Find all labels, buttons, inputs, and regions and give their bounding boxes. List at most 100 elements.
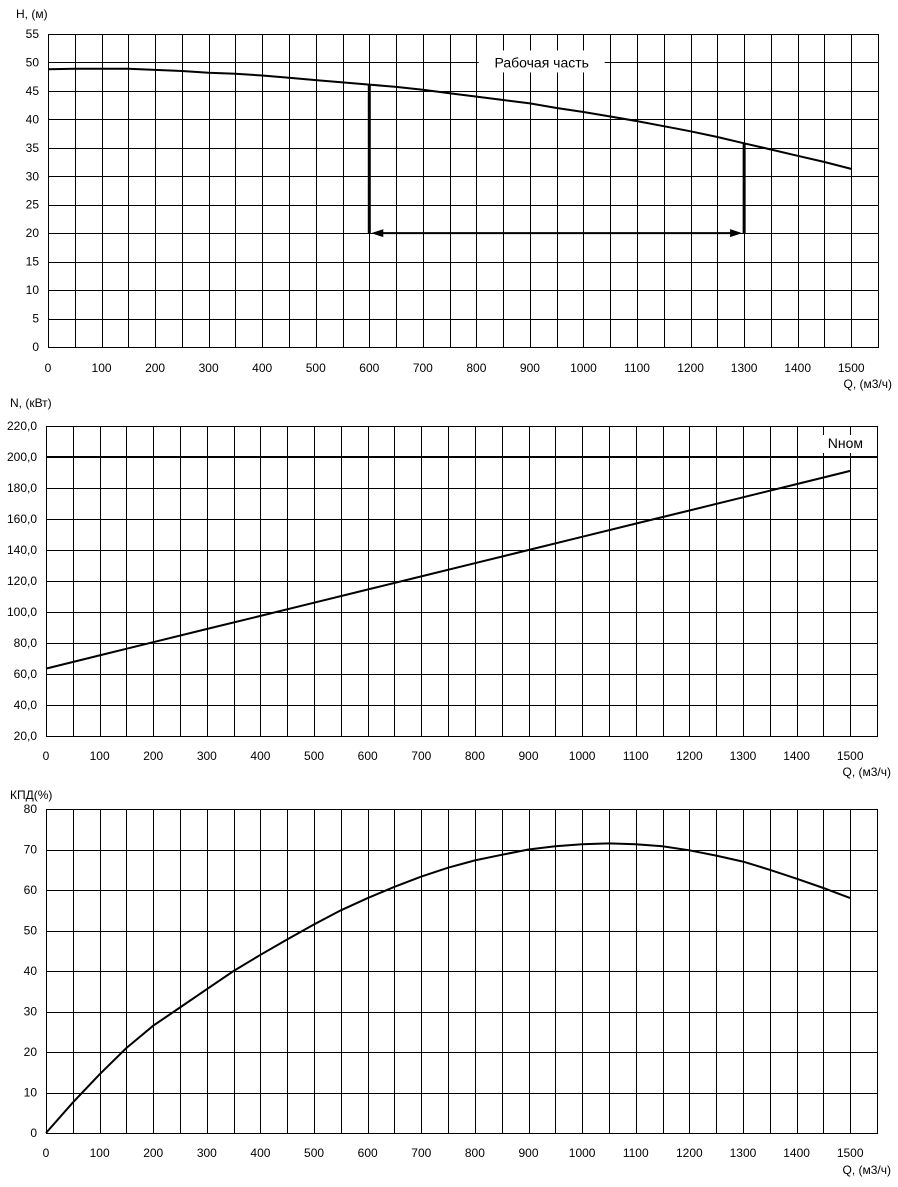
x-tick-label: 1100 xyxy=(624,361,650,375)
x-tick-label: 1500 xyxy=(837,1146,864,1160)
reference-label: Nном xyxy=(828,435,863,451)
x-tick-label: 0 xyxy=(43,1146,50,1160)
y-tick-label: 15 xyxy=(26,255,40,269)
reference-label-bg xyxy=(821,435,871,453)
y-tick-label: 40 xyxy=(26,112,40,126)
x-tick-label: 600 xyxy=(358,1146,378,1160)
x-tick-label: 1400 xyxy=(783,1146,810,1160)
range-arrow-head-left xyxy=(371,229,384,238)
y-tick-label: 50 xyxy=(24,924,38,938)
y-tick-label: 0 xyxy=(30,1126,37,1140)
y-tick-label: 0 xyxy=(32,340,39,354)
x-tick-label: 1200 xyxy=(676,749,703,763)
y-tick-label: 120,0 xyxy=(7,574,37,588)
x-tick-label: 800 xyxy=(465,749,485,763)
x-tick-label: 300 xyxy=(197,1146,217,1160)
x-tick-label: 100 xyxy=(90,749,110,763)
x-tick-label: 700 xyxy=(411,1146,431,1160)
y-tick-label: 80 xyxy=(24,802,38,816)
x-tick-label: 900 xyxy=(520,361,540,375)
y-tick-label: 70 xyxy=(24,843,38,857)
y-tick-label: 10 xyxy=(24,1086,38,1100)
x-tick-label: 300 xyxy=(197,749,217,763)
y-tick-label: 50 xyxy=(26,55,40,69)
x-tick-label: 1000 xyxy=(569,749,596,763)
x-axis-label: Q, (м3/ч) xyxy=(842,765,891,779)
plot-frame xyxy=(48,34,879,348)
x-tick-label: 1100 xyxy=(623,1146,649,1160)
y-tick-label: 60 xyxy=(24,883,38,897)
range-label: Рабочая часть xyxy=(494,54,589,70)
x-tick-label: 800 xyxy=(466,361,486,375)
range-arrow-head-right xyxy=(730,229,743,238)
x-tick-label: 1500 xyxy=(838,361,865,375)
x-tick-label: 1400 xyxy=(783,749,810,763)
x-tick-label: 300 xyxy=(199,361,219,375)
y-tick-label: 20 xyxy=(24,1045,38,1059)
y-tick-label: 25 xyxy=(26,198,40,212)
x-tick-label: 200 xyxy=(143,1146,163,1160)
chart-2: 20,0 40,0 60,0 80,0 100,0 120,0 140,0 160,0 180,… xyxy=(7,396,891,779)
chart-1: 0 5 10 15 20 25 30 35 40 45 50 55 0 100 200 300 400 500 60… xyxy=(16,7,892,391)
x-tick-label: 400 xyxy=(252,361,272,375)
x-tick-label: 500 xyxy=(306,361,326,375)
x-tick-label: 900 xyxy=(519,1146,539,1160)
y-tick-label: 5 xyxy=(32,312,39,326)
plot-frame xyxy=(46,809,878,1134)
y-tick-label: 45 xyxy=(26,84,40,98)
x-tick-label: 700 xyxy=(411,749,431,763)
y-axis-label: КПД(%) xyxy=(10,788,52,802)
plot-frame xyxy=(46,426,878,737)
y-tick-label: 40 xyxy=(24,964,38,978)
x-tick-label: 1200 xyxy=(676,1146,703,1160)
x-tick-label: 800 xyxy=(465,1146,485,1160)
x-tick-label: 1100 xyxy=(623,749,649,763)
y-tick-label: 140,0 xyxy=(7,543,37,557)
y-tick-label: 10 xyxy=(26,283,40,297)
y-tick-label: 180,0 xyxy=(7,481,37,495)
y-axis-label: N, (кВт) xyxy=(10,396,52,410)
x-tick-label: 1500 xyxy=(837,749,864,763)
y-tick-label: 30 xyxy=(24,1005,38,1019)
y-tick-label: 20 xyxy=(26,226,40,240)
x-tick-label: 400 xyxy=(250,749,270,763)
y-tick-label: 160,0 xyxy=(7,512,37,526)
y-tick-label: 20,0 xyxy=(14,729,38,743)
y-tick-label: 40,0 xyxy=(14,698,38,712)
y-tick-label: 80,0 xyxy=(14,636,38,650)
x-tick-label: 600 xyxy=(359,361,379,375)
x-tick-label: 1400 xyxy=(784,361,811,375)
x-tick-label: 200 xyxy=(143,749,163,763)
x-axis-label: Q, (м3/ч) xyxy=(842,1163,891,1177)
x-tick-label: 1300 xyxy=(730,749,757,763)
x-tick-label: 200 xyxy=(145,361,165,375)
x-tick-label: 1200 xyxy=(677,361,704,375)
y-tick-label: 30 xyxy=(26,169,40,183)
x-tick-label: 1300 xyxy=(731,361,758,375)
y-axis-label: H, (м) xyxy=(16,7,48,21)
y-tick-label: 35 xyxy=(26,141,40,155)
x-tick-label: 1300 xyxy=(730,1146,757,1160)
x-tick-label: 0 xyxy=(45,361,52,375)
x-tick-label: 700 xyxy=(413,361,433,375)
y-tick-label: 220,0 xyxy=(7,419,37,433)
x-tick-label: 1000 xyxy=(569,1146,596,1160)
range-label-bg xyxy=(478,50,605,73)
x-axis-label: Q, (м3/ч) xyxy=(843,377,892,391)
x-tick-label: 900 xyxy=(519,749,539,763)
y-tick-label: 200,0 xyxy=(7,450,37,464)
x-tick-label: 500 xyxy=(304,1146,324,1160)
y-tick-label: 55 xyxy=(26,27,40,41)
x-tick-label: 1000 xyxy=(570,361,597,375)
x-tick-label: 400 xyxy=(250,1146,270,1160)
x-tick-label: 0 xyxy=(43,749,50,763)
x-tick-label: 100 xyxy=(92,361,112,375)
y-tick-label: 100,0 xyxy=(7,605,37,619)
series-line-1 xyxy=(45,842,851,1134)
x-tick-label: 600 xyxy=(358,749,378,763)
y-tick-label: 60,0 xyxy=(14,667,38,681)
x-tick-label: 100 xyxy=(90,1146,110,1160)
x-tick-label: 500 xyxy=(304,749,324,763)
